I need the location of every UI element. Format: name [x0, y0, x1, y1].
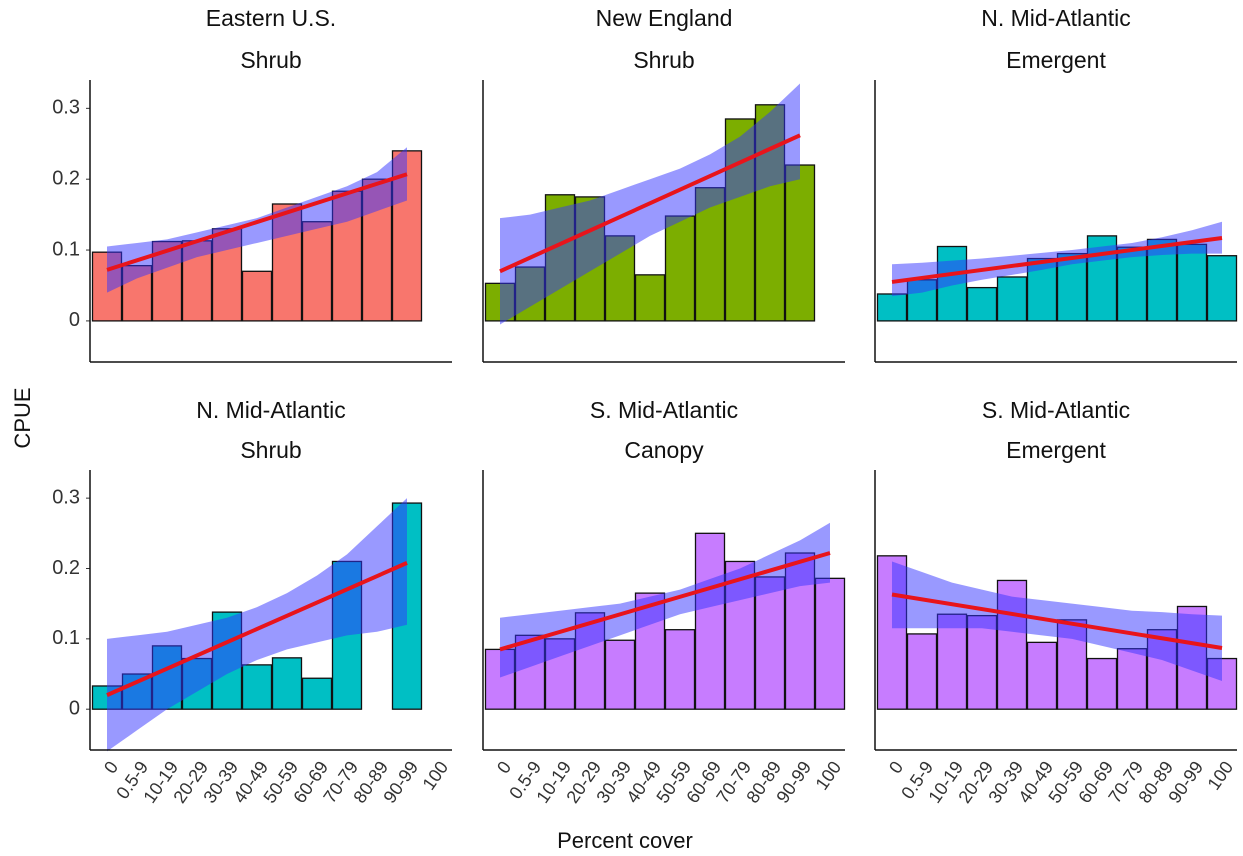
x-tick-label: 0 — [493, 758, 515, 778]
y-tick-label: 0.1 — [52, 238, 80, 260]
bar — [664, 629, 696, 710]
bar — [906, 633, 938, 710]
bar — [664, 215, 696, 322]
trend-line — [891, 236, 1223, 284]
bar — [1116, 246, 1148, 322]
panel-subtitle: Emergent — [1006, 47, 1106, 73]
bar — [301, 677, 333, 710]
panel-title: Eastern U.S. — [206, 5, 336, 31]
panel-subtitle: Shrub — [240, 437, 301, 463]
panel-title: N. Mid-Atlantic — [196, 397, 346, 423]
bar — [1026, 641, 1058, 710]
bar — [996, 276, 1028, 322]
x-tick-label: 0 — [885, 758, 907, 778]
confidence-band — [107, 147, 407, 293]
confidence-band — [107, 498, 407, 752]
bar — [301, 221, 333, 322]
bar — [936, 613, 968, 710]
bar — [814, 577, 846, 710]
x-tick-label: 100 — [1204, 758, 1238, 794]
trend-line — [499, 133, 801, 274]
trend-line — [891, 592, 1223, 650]
bar — [241, 664, 273, 710]
y-tick-label: 0.3 — [52, 97, 80, 119]
bar — [1176, 243, 1208, 322]
x-axis-title: Percent cover — [557, 828, 693, 853]
panel-title: N. Mid-Atlantic — [981, 5, 1131, 31]
panel-title: S. Mid-Atlantic — [590, 397, 738, 423]
bar — [271, 657, 303, 710]
trend-line — [106, 172, 408, 272]
bar — [784, 164, 816, 322]
bar — [694, 532, 726, 710]
y-tick-label: 0 — [69, 697, 80, 719]
x-tick-label: 100 — [419, 758, 453, 794]
bar — [1116, 648, 1148, 710]
x-tick-label: 0 — [100, 758, 122, 778]
bar — [754, 576, 786, 710]
y-tick-label: 0.2 — [52, 557, 80, 579]
y-axis-title: CPUE — [10, 387, 35, 448]
y-tick-label: 0.2 — [52, 167, 80, 189]
trend-line — [499, 551, 831, 652]
bar — [876, 293, 908, 322]
bar — [1206, 255, 1238, 322]
bar — [634, 274, 666, 322]
panel-title: S. Mid-Atlantic — [982, 397, 1130, 423]
panel-title: New England — [596, 5, 733, 31]
trend-line — [106, 561, 408, 697]
bar — [604, 639, 636, 710]
panel-subtitle: Canopy — [624, 437, 704, 463]
panel-subtitle: Emergent — [1006, 437, 1106, 463]
y-tick-label: 0.1 — [52, 627, 80, 649]
bar — [966, 614, 998, 710]
panel-subtitle: Shrub — [633, 47, 694, 73]
bar — [1086, 657, 1118, 710]
panel-subtitle: Shrub — [240, 47, 301, 73]
x-tick-label: 100 — [812, 758, 846, 794]
y-tick-label: 0 — [69, 309, 80, 331]
y-tick-label: 0.3 — [52, 486, 80, 508]
bar — [241, 270, 273, 322]
bar — [966, 286, 998, 322]
